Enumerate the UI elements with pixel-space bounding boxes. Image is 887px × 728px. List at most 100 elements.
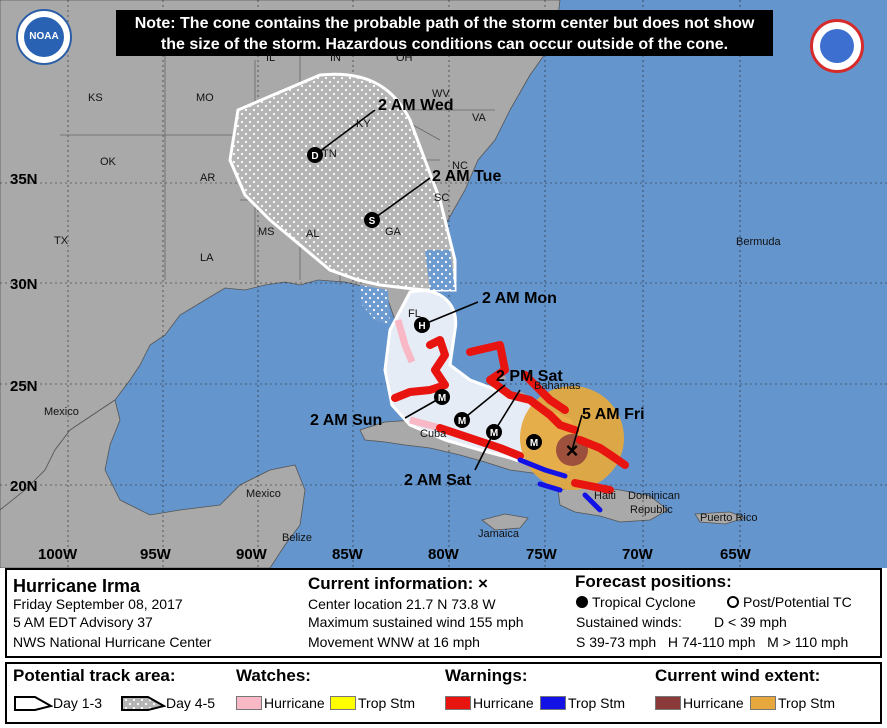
warn-trop-swatch — [540, 696, 566, 710]
lat-25n: 25N — [10, 378, 38, 395]
place-republic: Republic — [630, 504, 673, 516]
wind-hurricane-swatch — [655, 696, 681, 710]
state-ar: AR — [200, 172, 216, 184]
state-il: IL — [266, 52, 276, 64]
place-dominican: Dominican — [628, 490, 680, 502]
place-bermuda: Bermuda — [736, 236, 781, 248]
place-mexico-2: Mexico — [246, 488, 281, 500]
lon-100w: 100W — [38, 546, 78, 563]
place-bahamas: Bahamas — [534, 380, 581, 392]
forecast-post: Post/Potential TC — [727, 594, 852, 610]
note-line-1: Note: The cone contains the probable pat… — [134, 15, 755, 32]
lat-30n: 30N — [10, 276, 38, 293]
forecast-label-2am-tue: 2 AM Tue — [432, 168, 502, 185]
forecast-post-label: Post/Potential TC — [743, 594, 852, 610]
watch-hurricane-swatch — [236, 696, 262, 710]
marker-m-1: M — [434, 389, 450, 405]
watch-trop-label: Trop Stm — [358, 695, 416, 711]
hurricane-watch-cuba — [409, 416, 441, 432]
warnings-heading: Warnings: — [445, 666, 528, 685]
watch-hurricane: Hurricane — [236, 695, 325, 711]
state-ms: MS — [258, 226, 275, 238]
trop-storm-warnings — [517, 457, 603, 513]
state-al: AL — [306, 228, 320, 240]
lon-85w: 85W — [332, 546, 363, 563]
forecast-label-2am-sun: 2 AM Sun — [310, 412, 383, 429]
wind-heading: Current wind extent: — [655, 666, 821, 685]
jamaica — [481, 513, 529, 531]
forecast-label-2pm-sat: 2 PM Sat — [496, 368, 563, 385]
legend-panel: Hurricane Irma Friday September 08, 2017… — [0, 568, 887, 728]
wind-hurricane: Hurricane — [655, 695, 744, 711]
cone-day-4-5-atlantic — [425, 250, 455, 290]
mexico-land — [0, 399, 306, 568]
wind-trop-swatch — [750, 696, 776, 710]
place-jamaica: Jamaica — [478, 528, 519, 540]
storm-advisory: 5 AM EDT Advisory 37 — [13, 614, 153, 630]
state-va: VA — [472, 112, 486, 124]
forecast-label-2am-sat: 2 AM Sat — [404, 472, 471, 489]
lon-75w: 75W — [526, 546, 557, 563]
svg-text:M: M — [490, 428, 498, 439]
lon-70w: 70W — [622, 546, 653, 563]
forecast-tropical-label: Tropical Cyclone — [592, 594, 696, 610]
storm-name: Hurricane Irma — [13, 576, 141, 596]
current-center-x: × — [566, 438, 579, 463]
lat-20n: 20N — [10, 478, 38, 495]
marker-m-2: M — [454, 412, 470, 428]
wind-trop-label: Trop Stm — [778, 695, 836, 711]
marker-s: S — [364, 212, 380, 228]
day45-icon — [121, 696, 167, 711]
storm-date: Friday September 08, 2017 — [13, 596, 183, 612]
hurricane-watch-fl — [394, 319, 416, 364]
warn-trop-label: Trop Stm — [568, 695, 626, 711]
note-line-2: the size of the storm. Hazardous conditi… — [160, 36, 729, 53]
state-tn: TN — [322, 148, 337, 160]
forecast-label-2am-mon: 2 AM Mon — [482, 290, 557, 307]
forecast-map: D S H M M M M × — [0, 0, 887, 568]
wind-hurricane-label: Hurricane — [683, 695, 744, 711]
noaa-logo-text: NOAA — [24, 17, 64, 57]
svg-text:M: M — [530, 438, 538, 449]
svg-text:M: M — [438, 393, 446, 404]
post-tc-dot — [727, 596, 739, 608]
puerto-rico — [694, 511, 747, 525]
lon-65w: 65W — [720, 546, 751, 563]
lon-95w: 95W — [140, 546, 171, 563]
forecast-markers: D S H M M M M — [307, 147, 542, 450]
watches-heading: Watches: — [236, 666, 311, 685]
lon-80w: 80W — [428, 546, 459, 563]
watch-trop-swatch — [330, 696, 356, 710]
current-winds: Maximum sustained wind 155 mph — [308, 614, 524, 630]
state-nc: NC — [452, 160, 468, 172]
wind-trop: Trop Stm — [750, 695, 835, 711]
lon-90w: 90W — [236, 546, 267, 563]
warn-hurricane-swatch — [445, 696, 471, 710]
state-ks: KS — [88, 92, 103, 104]
warn-trop: Trop Stm — [540, 695, 625, 711]
current-movement: Movement WNW at 16 mph — [308, 634, 480, 650]
forecast-categories: S 39-73 mph H 74-110 mph M > 110 mph — [576, 634, 849, 650]
forecast-tropical: Tropical Cyclone — [576, 594, 696, 610]
state-ga: GA — [385, 226, 401, 238]
hurricane-warnings — [391, 336, 629, 494]
nws-logo-emblem — [820, 29, 854, 63]
place-haiti: Haiti — [594, 490, 617, 502]
legend-day13-label: Day 1-3 — [53, 695, 103, 711]
warn-hurricane-label: Hurricane — [473, 695, 534, 711]
state-la: LA — [200, 252, 214, 264]
marker-d: D — [307, 147, 323, 163]
warn-hurricane: Hurricane — [445, 695, 534, 711]
marker-m-3: M — [486, 424, 502, 440]
place-belize: Belize — [282, 532, 312, 544]
state-wv: WV — [432, 88, 450, 100]
svg-text:S: S — [369, 216, 376, 227]
state-sc: SC — [434, 192, 450, 204]
legend-day13: Day 1-3 — [13, 694, 102, 712]
marker-m-4: M — [526, 434, 542, 450]
track-heading: Potential track area: — [13, 666, 176, 685]
tropical-cyclone-dot — [576, 596, 588, 608]
svg-text:D: D — [311, 151, 318, 162]
state-tx: TX — [54, 235, 69, 247]
forecast-heading: Forecast positions: — [575, 572, 732, 591]
